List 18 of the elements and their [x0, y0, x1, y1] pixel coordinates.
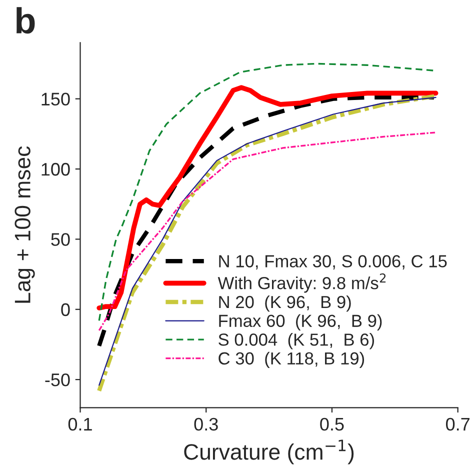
- y-tick-label: 0: [61, 303, 70, 316]
- legend-label: N 20 (K 96, B 9): [219, 295, 351, 312]
- y-tick-label: 100: [42, 162, 70, 176]
- legend-label: With Gravity: 9.8 m/s$^{2}$: [218, 273, 386, 293]
- legend-label: C 30 (K 118, B 19): [218, 352, 364, 368]
- y-axis-title: Lag + 100 msec: [14, 146, 35, 303]
- legend-label: S 0.004 (K 51, B 6): [218, 333, 374, 350]
- x-tick-label: 0.1: [68, 418, 92, 431]
- legend-label: Fmax 60 (K 96, B 9): [219, 314, 382, 330]
- x-axis-title: Curvature (cm$^{−1}$): [184, 440, 354, 464]
- chart-title: b: [16, 7, 35, 34]
- y-tick-label: -50: [45, 374, 70, 386]
- y-tick-label: 150: [42, 92, 70, 106]
- legend-label: N 10, Fmax 30, S 0.006, C 15: [219, 255, 447, 270]
- x-tick-label: 0.5: [320, 418, 344, 431]
- x-tick-label: 0.7: [446, 418, 470, 431]
- x-tick-label: 0.3: [194, 418, 218, 431]
- y-tick-label: 50: [51, 233, 70, 246]
